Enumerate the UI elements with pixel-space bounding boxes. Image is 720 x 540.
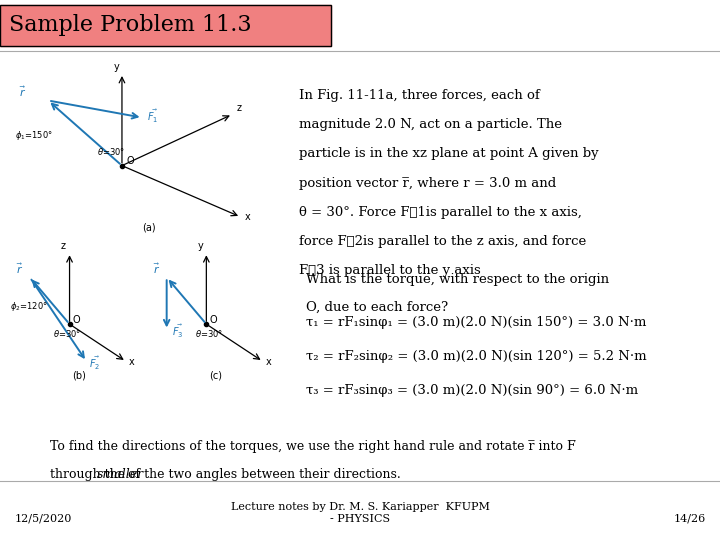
Text: $\vec{r}$: $\vec{r}$ — [16, 261, 23, 276]
Text: $\vec{r}$: $\vec{r}$ — [153, 261, 160, 276]
Text: y: y — [198, 241, 204, 251]
Text: position vector r̅, where r = 3.0 m and: position vector r̅, where r = 3.0 m and — [299, 177, 556, 190]
Text: z: z — [61, 241, 66, 251]
Text: x: x — [129, 357, 135, 367]
Text: $\vec{r}$: $\vec{r}$ — [19, 84, 27, 99]
Text: x: x — [245, 212, 251, 222]
Text: force F⃗2is parallel to the z axis, and force: force F⃗2is parallel to the z axis, and … — [299, 235, 586, 248]
Text: τ₂ = rF₂sinφ₂ = (3.0 m)(2.0 N)(sin 120°) = 5.2 N·m: τ₂ = rF₂sinφ₂ = (3.0 m)(2.0 N)(sin 120°)… — [306, 350, 647, 363]
Text: z: z — [237, 103, 242, 113]
Text: O: O — [126, 156, 134, 166]
Text: x: x — [266, 357, 271, 367]
Text: $\vec{F_3}$: $\vec{F_3}$ — [172, 323, 184, 340]
Text: magnitude 2.0 N, act on a particle. The: magnitude 2.0 N, act on a particle. The — [299, 118, 562, 131]
Text: F⃗3 is parallel to the y axis: F⃗3 is parallel to the y axis — [299, 264, 480, 277]
Text: τ₃ = rF₃sinφ₃ = (3.0 m)(2.0 N)(sin 90°) = 6.0 N·m: τ₃ = rF₃sinφ₃ = (3.0 m)(2.0 N)(sin 90°) … — [306, 384, 638, 397]
Text: What is the torque, with respect to the origin: What is the torque, with respect to the … — [306, 273, 609, 286]
Text: O: O — [73, 315, 80, 325]
Text: 14/26: 14/26 — [673, 514, 706, 524]
Text: (a): (a) — [143, 222, 156, 233]
Text: $\theta$=30°: $\theta$=30° — [53, 328, 81, 339]
Text: Lecture notes by Dr. M. S. Kariapper  KFUPM
- PHYSICS: Lecture notes by Dr. M. S. Kariapper KFU… — [230, 502, 490, 524]
Text: Sample Problem 11.3: Sample Problem 11.3 — [9, 15, 251, 36]
Text: In Fig. 11-11a, three forces, each of: In Fig. 11-11a, three forces, each of — [299, 89, 539, 102]
Text: $\theta$=30°: $\theta$=30° — [97, 146, 125, 157]
Text: O, due to each force?: O, due to each force? — [306, 301, 448, 314]
Text: particle is in the xz plane at point A given by: particle is in the xz plane at point A g… — [299, 147, 598, 160]
Text: through the: through the — [50, 468, 130, 481]
Text: $\vec{F_1}$: $\vec{F_1}$ — [147, 107, 158, 125]
Text: (b): (b) — [73, 371, 86, 381]
Text: $\phi_1$=150°: $\phi_1$=150° — [15, 129, 53, 142]
Text: of the two angles between their directions.: of the two angles between their directio… — [125, 468, 401, 481]
Text: smaller: smaller — [97, 468, 144, 481]
Text: 12/5/2020: 12/5/2020 — [14, 514, 72, 524]
Text: $\phi_2$=120°: $\phi_2$=120° — [10, 300, 48, 313]
Text: $\theta$=30°: $\theta$=30° — [195, 328, 223, 339]
Text: To find the directions of the torques, we use the right hand rule and rotate r̅ : To find the directions of the torques, w… — [50, 440, 576, 453]
Text: τ₁ = rF₁sinφ₁ = (3.0 m)(2.0 N)(sin 150°) = 3.0 N·m: τ₁ = rF₁sinφ₁ = (3.0 m)(2.0 N)(sin 150°)… — [306, 316, 647, 329]
Text: (c): (c) — [210, 371, 222, 381]
Text: y: y — [114, 62, 120, 72]
Text: O: O — [210, 315, 217, 325]
Text: $\vec{F_2}$: $\vec{F_2}$ — [89, 354, 101, 372]
Text: θ = 30°. Force F⃗1is parallel to the x axis,: θ = 30°. Force F⃗1is parallel to the x a… — [299, 206, 582, 219]
